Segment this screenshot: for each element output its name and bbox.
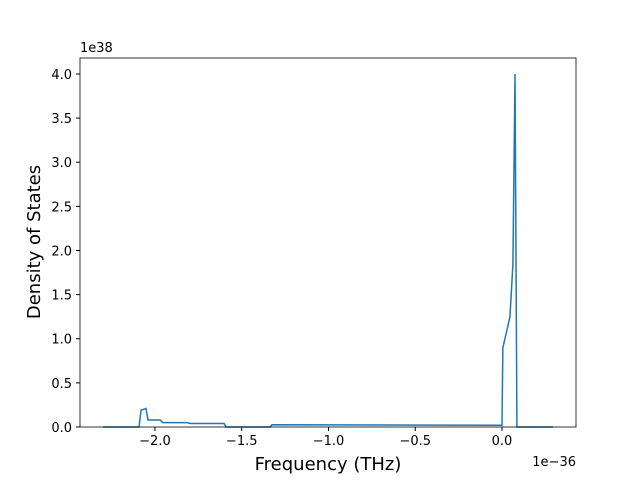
plot-frame [79, 57, 577, 428]
y-tick-label: 1.5 [51, 289, 72, 304]
y-tick-label: 3.5 [51, 112, 72, 127]
y-tick-label: 0.5 [51, 377, 72, 392]
y-tick-label: 2.0 [51, 244, 72, 259]
x-tick-label: −0.5 [399, 434, 431, 449]
x-tick-label: 0.0 [492, 434, 513, 449]
y-tick-label: 0.0 [51, 421, 72, 436]
x-tick-label: −1.5 [226, 434, 258, 449]
y-tick-label: 3.0 [51, 156, 72, 171]
y-tick-label: 1.0 [51, 333, 72, 348]
y-axis-label: Density of States [24, 165, 45, 319]
x-tick-label: −1.0 [313, 434, 345, 449]
y-tick-label: 4.0 [51, 68, 72, 83]
y-tick-label: 2.5 [51, 200, 72, 215]
x-axis-label: Frequency (THz) [255, 454, 402, 475]
y-offset-label: 1e38 [80, 41, 113, 56]
x-offset-label: 1e−36 [532, 455, 576, 470]
x-tick-label: −2.0 [139, 434, 171, 449]
